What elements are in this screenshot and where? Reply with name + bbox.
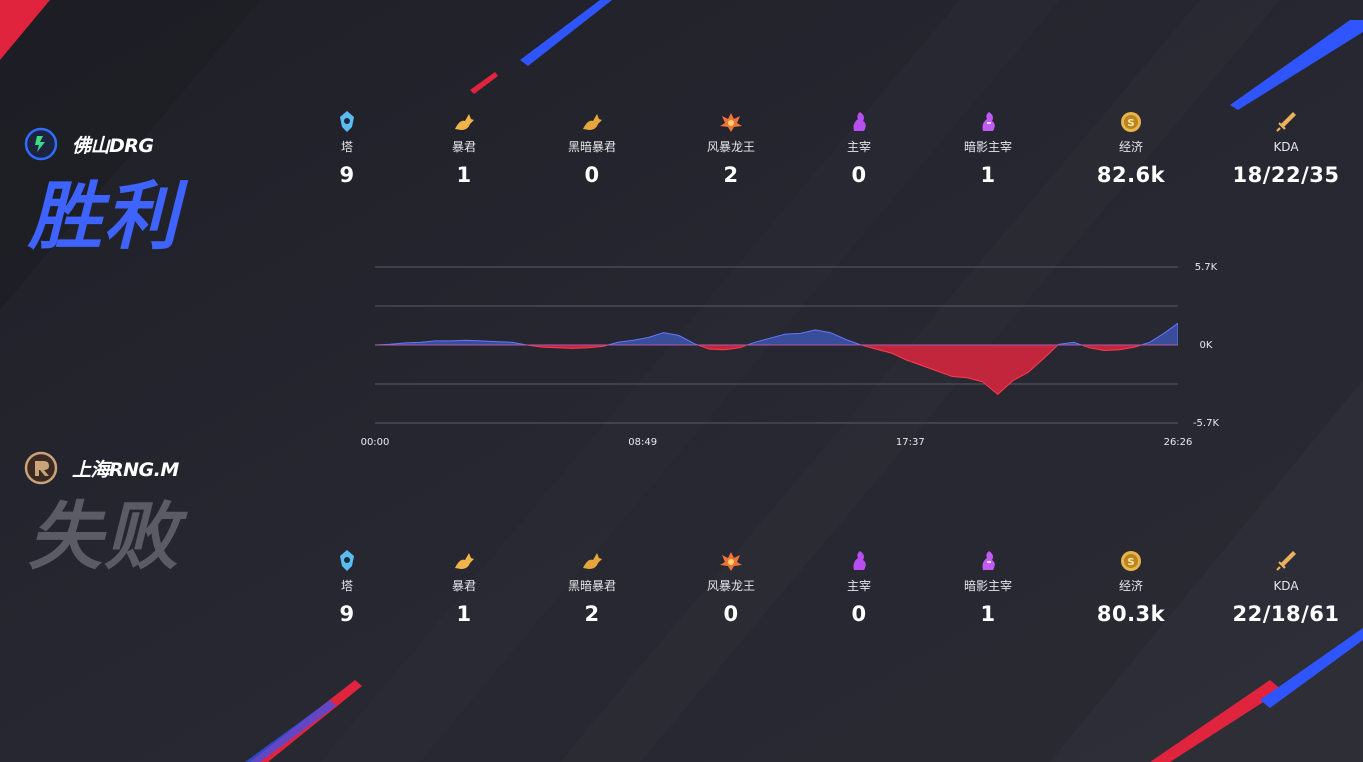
stat-dark-tyrant: 黑暗暴君 2	[532, 548, 652, 626]
stat-label: 风暴龙王	[706, 140, 755, 154]
team2-lead-area	[375, 345, 1178, 395]
stat-label: 主宰	[846, 579, 871, 593]
result-lose-label: 失败	[28, 494, 180, 580]
stat-gold: S 经济 82.6k	[1071, 109, 1191, 187]
stat-storm-dragon: 风暴龙王 0	[671, 548, 791, 626]
team1-lead-area	[375, 322, 1178, 345]
stat-tower: 塔 9	[287, 548, 407, 626]
stat-label: 暴君	[451, 579, 476, 593]
stat-label: 暗影主宰	[963, 140, 1012, 154]
stat-label: 塔	[340, 579, 353, 593]
stat-tower: 塔 9	[287, 109, 407, 187]
svg-text:S: S	[1127, 118, 1134, 129]
team-name: 上海RNG.M	[72, 458, 179, 481]
gold-icon: S	[1121, 112, 1141, 132]
x-tick-label: 26:26	[1164, 437, 1193, 448]
stat-value: 0	[584, 163, 600, 187]
y-tick-label: 0K	[1200, 340, 1213, 351]
stat-overlord: 主宰 0	[799, 109, 919, 187]
stat-value: 9	[339, 163, 355, 187]
overlord-icon	[853, 112, 866, 131]
stat-overlord: 主宰 0	[799, 548, 919, 626]
stat-storm-dragon: 风暴龙王 2	[671, 109, 791, 187]
shadow-overlord-icon	[982, 112, 995, 131]
stat-value: 1	[456, 602, 472, 626]
stat-value: 0	[851, 163, 867, 187]
stat-label: 暗影主宰	[963, 579, 1012, 593]
stat-kda: KDA 18/22/35	[1226, 109, 1346, 187]
stat-label: 经济	[1118, 579, 1143, 593]
stat-shadow-overlord: 暗影主宰 1	[928, 109, 1048, 187]
stat-gold: S 经济 80.3k	[1071, 548, 1191, 626]
stat-label: 暴君	[451, 140, 476, 154]
stat-value: 80.3k	[1096, 602, 1166, 626]
overlord-icon	[853, 551, 866, 570]
y-tick-label: -5.7K	[1193, 418, 1220, 429]
stat-label: 风暴龙王	[706, 579, 755, 593]
stat-value: 1	[980, 163, 996, 187]
stat-label: 黑暗暴君	[567, 140, 616, 154]
dark-tyrant-icon	[583, 553, 602, 569]
stat-value: 9	[339, 602, 355, 626]
tower-icon	[340, 550, 354, 571]
x-tick-label: 17:37	[896, 437, 925, 448]
stat-value: 22/18/61	[1232, 602, 1340, 626]
y-tick-label: 5.7K	[1195, 262, 1218, 273]
stat-value: 0	[851, 602, 867, 626]
stat-label: KDA	[1273, 579, 1299, 593]
drg-logo-icon	[24, 127, 58, 161]
rng-logo-icon	[24, 451, 58, 485]
team-header-rng: 上海RNG.M	[24, 451, 179, 485]
sword-icon	[1276, 112, 1296, 132]
stat-value: 18/22/35	[1232, 163, 1340, 187]
stat-value: 82.6k	[1096, 163, 1166, 187]
team-name: 佛山DRG	[72, 134, 154, 157]
sword-icon	[1276, 551, 1296, 571]
stat-value: 0	[723, 602, 739, 626]
stat-label: 主宰	[846, 140, 871, 154]
stat-value: 2	[723, 163, 739, 187]
result-win-label: 胜利	[28, 174, 180, 260]
tyrant-icon	[455, 553, 474, 569]
shadow-overlord-icon	[982, 551, 995, 570]
stat-value: 1	[980, 602, 996, 626]
stat-dark-tyrant: 黑暗暴君 0	[532, 109, 652, 187]
stat-value: 1	[456, 163, 472, 187]
team-header-drg: 佛山DRG	[24, 127, 154, 161]
stat-value: 2	[584, 602, 600, 626]
chart-y-ticks: 5.7K 0K -5.7K	[1193, 262, 1220, 429]
stat-label: 黑暗暴君	[567, 579, 616, 593]
dark-tyrant-icon	[583, 114, 602, 130]
chart-area	[375, 322, 1178, 395]
tower-icon	[340, 111, 354, 132]
chart-x-ticks: 00:00 08:49 17:37 26:26	[361, 437, 1193, 448]
storm-dragon-icon	[720, 113, 742, 132]
svg-text:S: S	[1127, 557, 1134, 568]
storm-dragon-icon	[720, 552, 742, 571]
stat-label: 经济	[1118, 140, 1143, 154]
gold-icon: S	[1121, 551, 1141, 571]
stat-tyrant: 暴君 1	[404, 548, 524, 626]
x-tick-label: 00:00	[361, 437, 390, 448]
x-tick-label: 08:49	[628, 437, 657, 448]
stat-tyrant: 暴君 1	[404, 109, 524, 187]
stat-label: KDA	[1273, 140, 1299, 154]
stat-shadow-overlord: 暗影主宰 1	[928, 548, 1048, 626]
tyrant-icon	[455, 114, 474, 130]
stat-kda: KDA 22/18/61	[1226, 548, 1346, 626]
stat-label: 塔	[340, 140, 353, 154]
